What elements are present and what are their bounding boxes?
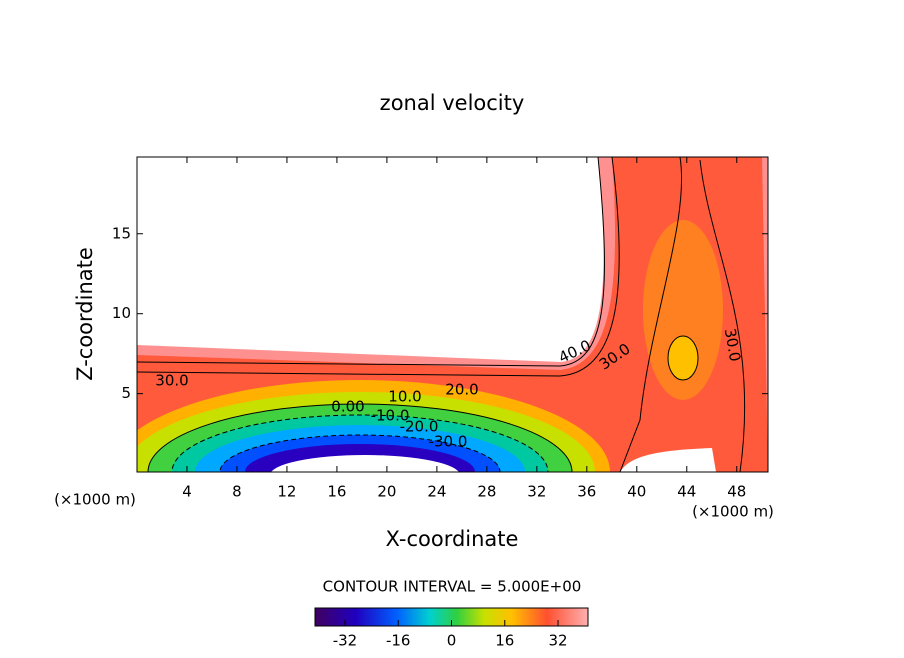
- contour-label: -10.0: [371, 407, 410, 425]
- contour-label: 30.0: [155, 372, 188, 390]
- colorbar-tick-label: -16: [386, 632, 411, 650]
- contour-interval: CONTOUR INTERVAL = 5.000E+00: [323, 578, 582, 596]
- colorbar-tick-label: 16: [495, 632, 514, 650]
- x-tick-label: 44: [677, 483, 696, 501]
- chart-title: zonal velocity: [380, 91, 525, 115]
- x-unit: (×1000 m): [692, 503, 774, 521]
- x-tick-label: 24: [427, 483, 446, 501]
- colorbar-tick-label: 0: [447, 632, 457, 650]
- y-tick-label: 5: [121, 384, 131, 402]
- contour-label: 20.0: [445, 381, 478, 399]
- field-yellow: [668, 336, 698, 380]
- x-tick-label: 28: [477, 483, 496, 501]
- field-missing: [271, 455, 459, 472]
- contour-label: -30.0: [429, 433, 468, 451]
- x-tick-label: 36: [577, 483, 596, 501]
- y-axis-label: Z-coordinate: [73, 247, 97, 381]
- x-tick-label: 32: [527, 483, 546, 501]
- x-tick-label: 4: [182, 483, 192, 501]
- x-tick-label: 40: [627, 483, 646, 501]
- contour-label: -20.0: [400, 418, 439, 436]
- field-orange: [643, 220, 723, 400]
- colorbar-tick-label: 32: [548, 632, 567, 650]
- contour-label: 30.0: [721, 327, 745, 363]
- contour-field: [137, 157, 768, 472]
- field-missing: [620, 448, 716, 472]
- contour-label: 0.00: [331, 398, 364, 416]
- x-axis-label: X-coordinate: [386, 527, 519, 551]
- x-tick-label: 20: [377, 483, 396, 501]
- x-tick-label: 8: [232, 483, 242, 501]
- x-unit: (×1000 m): [54, 491, 136, 509]
- x-tick-label: 12: [277, 483, 296, 501]
- contour-lines: [137, 157, 746, 472]
- contour-label: 10.0: [388, 388, 421, 406]
- y-tick-label: 15: [112, 224, 131, 242]
- colorbar-tick-label: -32: [333, 632, 358, 650]
- x-tick-label: 16: [327, 483, 346, 501]
- x-tick-label: 48: [727, 483, 746, 501]
- y-tick-label: 10: [112, 304, 131, 322]
- plot-frame: [136, 156, 769, 473]
